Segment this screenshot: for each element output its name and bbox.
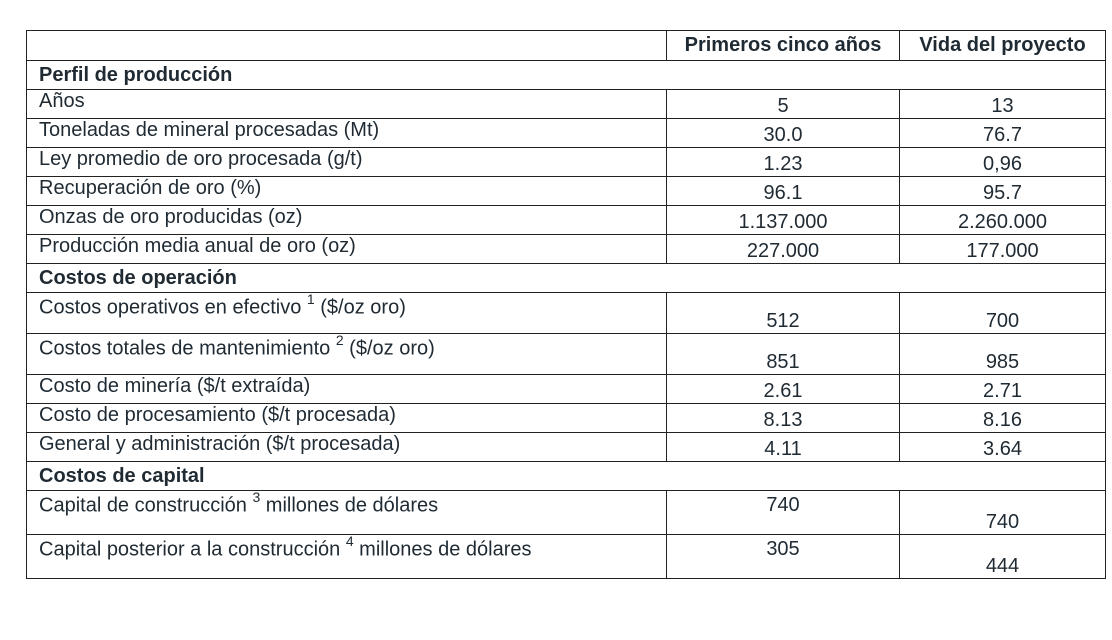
summary-table: Primeros cinco años Vida del proyecto Pe… <box>26 30 1106 579</box>
footnote-marker: 3 <box>252 490 261 506</box>
table-row: Costo de procesamiento ($/t procesada) 8… <box>26 403 1106 433</box>
cell-first-five: 740 <box>666 490 900 535</box>
cell-project-life: 2.260.000 <box>899 205 1106 235</box>
cell-first-five: 5 <box>666 89 900 119</box>
header-first-five-years: Primeros cinco años <box>666 30 900 61</box>
cell-first-five: 2.61 <box>666 374 900 404</box>
footnote-marker: 1 <box>306 292 315 308</box>
cell-project-life: 444 <box>899 534 1106 579</box>
footnote-marker: 2 <box>335 333 344 349</box>
cell-project-life: 2.71 <box>899 374 1106 404</box>
row-label: Capital posterior a la construcción 4 mi… <box>26 534 667 579</box>
cell-first-five: 1.23 <box>666 147 900 177</box>
cell-project-life: 177.000 <box>899 234 1106 264</box>
row-label: Onzas de oro producidas (oz) <box>26 205 667 235</box>
row-label: Costos operativos en efectivo 1 ($/oz or… <box>26 292 667 334</box>
cell-project-life: 95.7 <box>899 176 1106 206</box>
section-row: Perfil de producción <box>26 60 1106 90</box>
header-project-life: Vida del proyecto <box>899 30 1106 61</box>
table-row: Toneladas de mineral procesadas (Mt) 30.… <box>26 118 1106 148</box>
row-label: General y administración ($/t procesada) <box>26 432 667 462</box>
section-title: Perfil de producción <box>26 60 1106 90</box>
cell-first-five: 1.137.000 <box>666 205 900 235</box>
table-row: Onzas de oro producidas (oz) 1.137.000 2… <box>26 205 1106 235</box>
footnote-marker: 4 <box>345 534 354 550</box>
section-title: Costos de operación <box>26 263 1106 293</box>
table-row: Capital de construcción 3 millones de dó… <box>26 490 1106 535</box>
cell-first-five: 4.11 <box>666 432 900 462</box>
cell-project-life: 985 <box>899 333 1106 375</box>
cell-project-life: 76.7 <box>899 118 1106 148</box>
row-label: Años <box>26 89 667 119</box>
cell-project-life: 740 <box>899 490 1106 535</box>
cell-first-five: 8.13 <box>666 403 900 433</box>
row-label: Toneladas de mineral procesadas (Mt) <box>26 118 667 148</box>
cell-project-life: 8.16 <box>899 403 1106 433</box>
row-label: Recuperación de oro (%) <box>26 176 667 206</box>
cell-first-five: 512 <box>666 292 900 334</box>
row-label: Ley promedio de oro procesada (g/t) <box>26 147 667 177</box>
table-row: Costo de minería ($/t extraída) 2.61 2.7… <box>26 374 1106 404</box>
row-label: Capital de construcción 3 millones de dó… <box>26 490 667 535</box>
table-row: Años 5 13 <box>26 89 1106 119</box>
cell-first-five: 96.1 <box>666 176 900 206</box>
row-label: Producción media anual de oro (oz) <box>26 234 667 264</box>
row-label: Costos totales de mantenimiento 2 ($/oz … <box>26 333 667 375</box>
cell-project-life: 13 <box>899 89 1106 119</box>
table-row: Recuperación de oro (%) 96.1 95.7 <box>26 176 1106 206</box>
section-title: Costos de capital <box>26 461 1106 491</box>
table-row: Ley promedio de oro procesada (g/t) 1.23… <box>26 147 1106 177</box>
table-row: General y administración ($/t procesada)… <box>26 432 1106 462</box>
row-label: Costo de procesamiento ($/t procesada) <box>26 403 667 433</box>
cell-first-five: 227.000 <box>666 234 900 264</box>
table-row: Costos operativos en efectivo 1 ($/oz or… <box>26 292 1106 334</box>
header-row: Primeros cinco años Vida del proyecto <box>26 30 1106 61</box>
cell-first-five: 30.0 <box>666 118 900 148</box>
row-label: Costo de minería ($/t extraída) <box>26 374 667 404</box>
table-row: Capital posterior a la construcción 4 mi… <box>26 534 1106 579</box>
cell-first-five: 305 <box>666 534 900 579</box>
table-row: Costos totales de mantenimiento 2 ($/oz … <box>26 333 1106 375</box>
table-row: Producción media anual de oro (oz) 227.0… <box>26 234 1106 264</box>
cell-project-life: 0,96 <box>899 147 1106 177</box>
cell-project-life: 3.64 <box>899 432 1106 462</box>
header-blank <box>26 30 667 61</box>
section-row: Costos de operación <box>26 263 1106 293</box>
cell-project-life: 700 <box>899 292 1106 334</box>
section-row: Costos de capital <box>26 461 1106 491</box>
cell-first-five: 851 <box>666 333 900 375</box>
